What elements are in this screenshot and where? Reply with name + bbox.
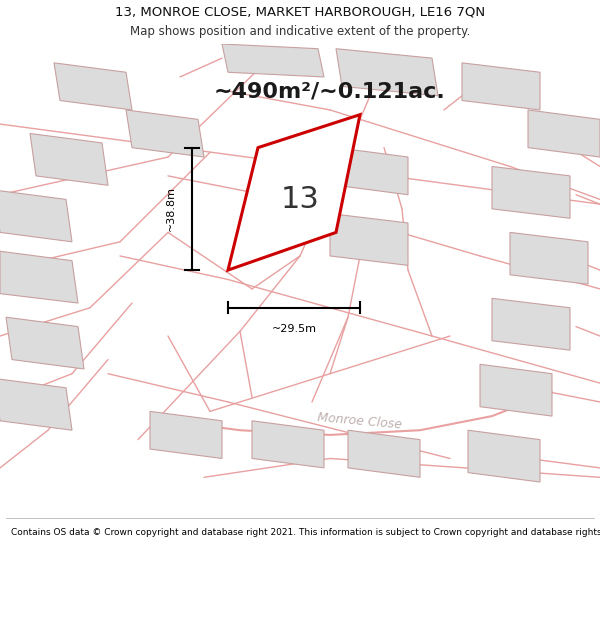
Text: 13: 13	[281, 185, 319, 214]
Polygon shape	[150, 411, 222, 459]
Polygon shape	[228, 114, 360, 270]
Polygon shape	[30, 134, 108, 185]
Polygon shape	[336, 49, 438, 96]
Polygon shape	[348, 430, 420, 478]
Text: ~29.5m: ~29.5m	[271, 324, 317, 334]
Polygon shape	[252, 421, 324, 468]
Polygon shape	[480, 364, 552, 416]
Polygon shape	[492, 298, 570, 350]
Text: Map shows position and indicative extent of the property.: Map shows position and indicative extent…	[130, 25, 470, 38]
Polygon shape	[330, 214, 408, 266]
Text: Contains OS data © Crown copyright and database right 2021. This information is : Contains OS data © Crown copyright and d…	[11, 528, 600, 538]
Polygon shape	[6, 317, 84, 369]
Polygon shape	[0, 190, 72, 242]
Polygon shape	[336, 148, 408, 195]
Polygon shape	[222, 44, 324, 77]
Polygon shape	[510, 232, 588, 284]
Text: ~490m²/~0.121ac.: ~490m²/~0.121ac.	[214, 81, 446, 101]
Polygon shape	[468, 430, 540, 482]
Text: Monroe Close: Monroe Close	[317, 411, 403, 431]
Text: 13, MONROE CLOSE, MARKET HARBOROUGH, LE16 7QN: 13, MONROE CLOSE, MARKET HARBOROUGH, LE1…	[115, 6, 485, 19]
Polygon shape	[0, 378, 72, 430]
Polygon shape	[126, 110, 204, 157]
Polygon shape	[462, 63, 540, 110]
Text: ~38.8m: ~38.8m	[166, 186, 176, 231]
Polygon shape	[492, 166, 570, 218]
Polygon shape	[54, 63, 132, 110]
Polygon shape	[0, 251, 78, 303]
Polygon shape	[528, 110, 600, 157]
